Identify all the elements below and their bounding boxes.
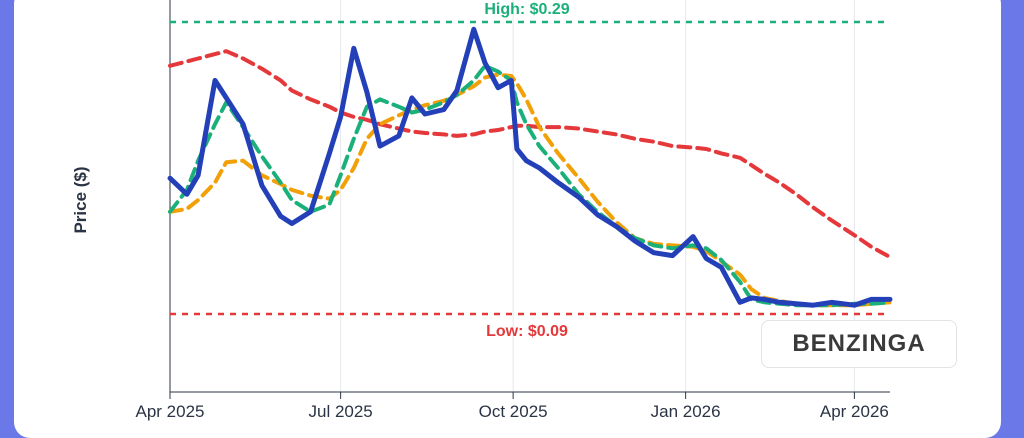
x-tick-label-3: Jan 2026 [651, 402, 721, 421]
grid-lines [340, 0, 855, 392]
x-tick-label-0: Apr 2025 [136, 402, 205, 421]
series-lines [167, 26, 893, 308]
price-chart: Apr 2025 Jul 2025 Oct 2025 Jan 2026 Apr 2026… [71, 0, 893, 421]
x-axis-ticks: Apr 2025 Jul 2025 Oct 2025 Jan 2026 Apr 2026 [136, 392, 889, 421]
y-axis-label: Price ($) [71, 166, 90, 233]
price-line [167, 26, 893, 308]
low-label: Low: $0.09 [486, 323, 568, 340]
reference-lines: High: $0.29 Low: $0.09 [170, 1, 890, 340]
benzinga-watermark: BENZINGA [761, 320, 957, 368]
ma-long-line [168, 49, 892, 260]
x-tick-label-1: Jul 2025 [308, 402, 372, 421]
x-tick-label-4: Apr 2026 [820, 402, 889, 421]
x-tick-label-2: Oct 2025 [479, 402, 548, 421]
ma-medium-line [168, 72, 892, 308]
high-label: High: $0.29 [484, 1, 569, 18]
